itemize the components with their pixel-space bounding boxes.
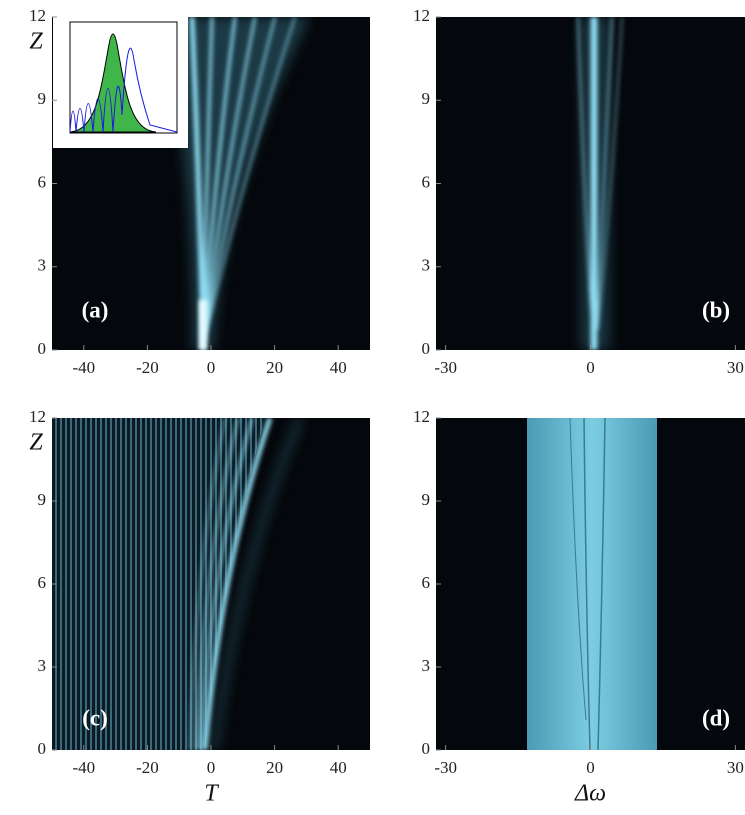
- x-tick-label: 20: [266, 758, 283, 777]
- x-tick-label: 40: [330, 358, 347, 377]
- panel-b-image: [436, 17, 745, 350]
- x-tick-label: 0: [586, 358, 595, 377]
- y-tick-label: 12: [413, 6, 430, 25]
- x-tick-label: 30: [727, 358, 744, 377]
- x-tick-label: 0: [207, 758, 216, 777]
- panel-c-image: [52, 418, 370, 750]
- y-tick-label: 0: [38, 739, 47, 758]
- y-tick-label: 6: [38, 573, 47, 592]
- y-tick-label: 3: [38, 656, 47, 675]
- y-tick-label: 3: [422, 256, 431, 275]
- y-tick-label: 6: [38, 172, 47, 191]
- x-tick-label: -20: [136, 758, 159, 777]
- panel-label: (c): [82, 705, 108, 730]
- x-tick-label: 0: [586, 758, 595, 777]
- y-tick-label: 12: [29, 407, 46, 426]
- x-axis-label: T: [204, 781, 219, 807]
- panel-label: (b): [702, 297, 730, 322]
- y-axis-label: Z: [29, 29, 43, 55]
- y-tick-label: 3: [422, 656, 431, 675]
- y-tick-label: 9: [422, 490, 431, 509]
- x-tick-label: 40: [330, 758, 347, 777]
- x-tick-label: -30: [434, 758, 457, 777]
- x-axis-label: Δω: [574, 781, 606, 807]
- y-tick-label: 6: [422, 172, 431, 191]
- x-tick-label: -40: [72, 358, 95, 377]
- x-tick-label: 30: [727, 758, 744, 777]
- panel-label: (a): [82, 297, 109, 322]
- y-tick-label: 0: [38, 339, 47, 358]
- inset: [53, 17, 188, 148]
- y-tick-label: 6: [422, 573, 431, 592]
- y-tick-label: 12: [29, 6, 46, 25]
- y-tick-label: 12: [413, 407, 430, 426]
- y-tick-label: 9: [38, 490, 47, 509]
- panel-d-image: [436, 418, 745, 750]
- y-axis-label: Z: [29, 430, 43, 456]
- y-tick-label: 9: [38, 89, 47, 108]
- panel-label: (d): [702, 705, 730, 730]
- y-tick-label: 9: [422, 89, 431, 108]
- x-tick-label: -30: [434, 358, 457, 377]
- x-tick-label: 20: [266, 358, 283, 377]
- x-tick-label: -20: [136, 358, 159, 377]
- x-tick-label: -40: [72, 758, 95, 777]
- y-tick-label: 3: [38, 256, 47, 275]
- y-tick-label: 0: [422, 739, 431, 758]
- y-tick-label: 0: [422, 339, 431, 358]
- x-tick-label: 0: [207, 358, 216, 377]
- panel-a-image: [52, 17, 370, 350]
